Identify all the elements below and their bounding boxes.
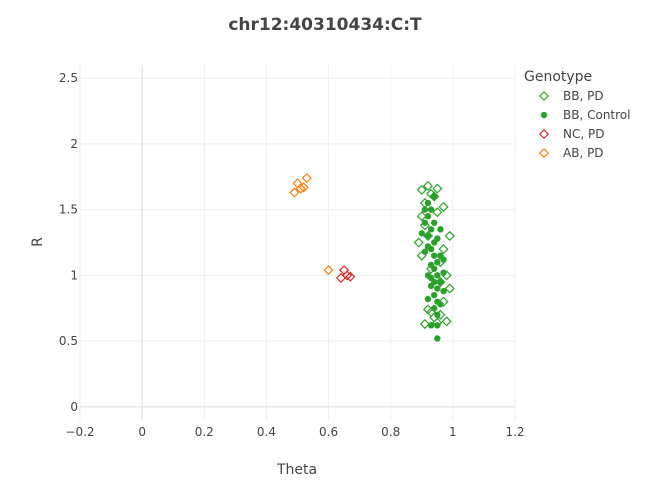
data-point[interactable] [424,199,432,207]
legend-label: BB, Control [563,108,630,122]
data-point[interactable] [342,270,353,281]
data-point[interactable] [413,237,424,248]
x-tick-label: 0.6 [319,425,338,439]
series-1 [418,193,447,342]
data-point[interactable] [427,226,435,233]
data-point[interactable] [427,261,435,269]
y-tick-label: 1.5 [59,203,78,217]
data-point[interactable] [289,187,300,198]
legend-marker[interactable] [538,128,550,140]
data-point[interactable] [424,213,432,220]
data-point[interactable] [426,188,437,199]
data-point[interactable] [427,322,435,329]
data-point[interactable] [434,322,441,329]
data-point[interactable] [431,305,438,312]
chart-title: chr12:40310434:C:T [228,15,422,35]
data-point[interactable] [444,230,455,241]
data-point[interactable] [437,226,444,233]
x-tick-labels: −0.2 0 0.2 0.4 0.6 0.8 1 1.2 [65,425,524,439]
legend-item[interactable]: BB, Control [540,108,631,122]
x-tick-label: 0 [138,425,146,439]
data-point[interactable] [440,287,447,295]
data-point[interactable] [422,304,434,315]
y-tick-label: 2 [70,137,78,151]
data-point[interactable] [434,285,441,292]
legend-label: BB, PD [563,89,604,103]
data-point[interactable] [431,278,438,286]
data-point[interactable] [424,295,432,303]
data-point[interactable] [437,301,444,308]
data-point[interactable] [434,259,441,266]
data-points[interactable] [289,173,455,342]
data-point[interactable] [295,183,306,194]
x-gridlines [79,65,516,420]
x-tick-label: 1.2 [505,425,524,439]
data-point[interactable] [431,252,438,259]
legend-marker[interactable] [538,90,550,102]
data-point[interactable] [339,265,350,276]
data-point[interactable] [301,173,312,184]
data-point[interactable] [432,207,443,218]
legend-item[interactable]: BB, PD [538,89,604,103]
data-point[interactable] [441,316,452,327]
data-point[interactable] [418,230,425,237]
data-point[interactable] [440,256,447,263]
y-tick-label: 2.5 [59,71,78,85]
data-point[interactable] [427,206,435,213]
y-gridlines [80,77,515,342]
data-point[interactable] [422,180,434,192]
x-tick-label: 0.2 [195,425,214,439]
data-point[interactable] [434,335,441,342]
x-tick-label: −0.2 [65,425,94,439]
y-tick-label: 1 [70,268,78,282]
legend-marker[interactable] [540,111,548,119]
x-axis-title: Theta [276,462,317,478]
data-point[interactable] [440,269,447,276]
y-tick-label: 0 [70,400,78,414]
data-point[interactable] [416,211,427,222]
data-point[interactable] [438,244,449,255]
series-3 [289,173,334,276]
data-point[interactable] [416,184,427,195]
legend-item[interactable]: NC, PD [538,127,605,141]
x-tick-label: 0.4 [257,425,276,439]
data-point[interactable] [431,193,438,200]
data-point[interactable] [424,232,432,240]
data-point[interactable] [444,283,455,294]
data-point[interactable] [434,272,441,279]
data-point[interactable] [421,206,429,213]
y-tick-labels: 0 0.5 1 1.5 2 2.5 [59,71,78,414]
data-point[interactable] [424,272,432,279]
y-axis-title: R [30,237,46,247]
legend-item[interactable]: AB, PD [538,146,604,160]
data-point[interactable] [431,219,438,226]
data-point[interactable] [323,265,334,276]
x-tick-label: 0.8 [381,425,400,439]
series-2 [335,265,356,284]
legend-marker[interactable] [538,147,550,159]
data-point[interactable] [432,183,443,194]
legend-title: Genotype [524,69,592,85]
legend[interactable]: Genotype BB, PD BB, Control NC, PD AB, PD [524,69,630,160]
data-point[interactable] [434,311,441,319]
data-point[interactable] [345,271,356,282]
y-tick-label: 0.5 [59,334,78,348]
data-point[interactable] [438,296,449,307]
data-point[interactable] [437,278,444,286]
data-point[interactable] [421,248,429,255]
data-point[interactable] [438,201,449,213]
legend-label: NC, PD [563,127,604,141]
x-tick-label: 1 [449,425,457,439]
data-point[interactable] [298,182,309,193]
data-point[interactable] [434,235,441,242]
zero-lines [80,65,515,420]
data-point[interactable] [421,219,429,226]
legend-label: AB, PD [563,146,604,160]
data-point[interactable] [419,318,430,330]
data-point[interactable] [431,291,438,299]
data-point[interactable] [424,243,432,250]
